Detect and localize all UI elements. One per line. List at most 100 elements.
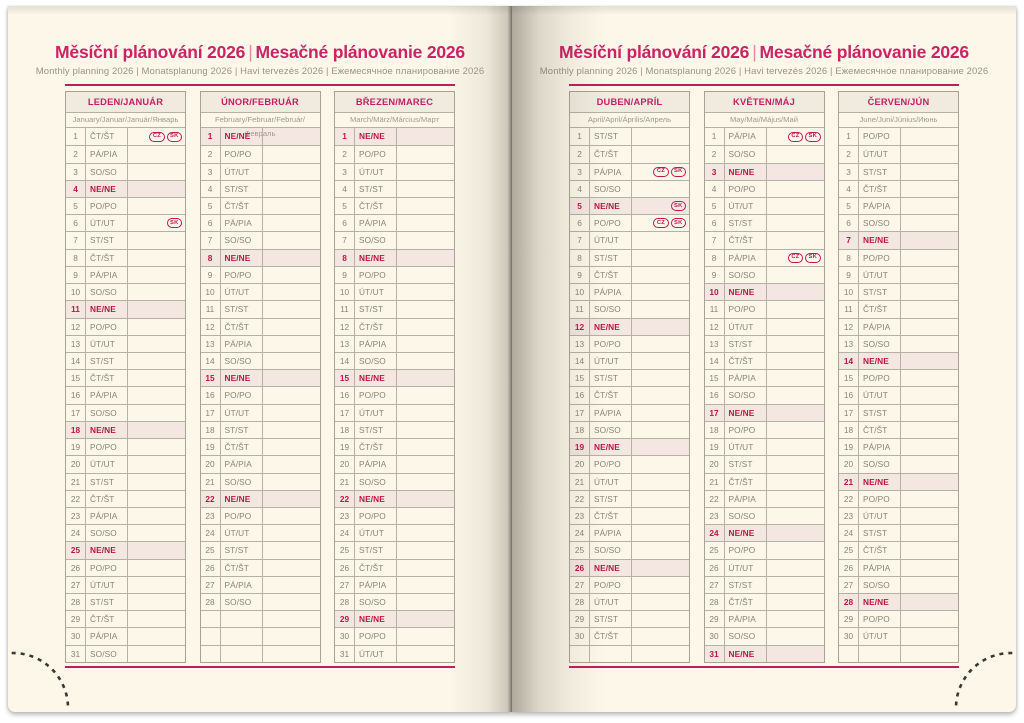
day-number	[570, 645, 590, 662]
day-row: 9 PO/PO	[335, 265, 454, 284]
day-number: 9	[839, 266, 859, 284]
day-abbrev: ST/ST	[725, 576, 767, 594]
day-number: 10	[705, 284, 725, 301]
day-row: 23 PÁ/PIA	[66, 506, 185, 525]
notes-cell	[632, 577, 689, 593]
day-abbrev: ČT/ŠT	[221, 559, 263, 576]
day-abbrev: ST/ST	[221, 180, 263, 197]
notes-cell	[128, 198, 185, 214]
day-number: 29	[839, 611, 859, 628]
day-row: 22 ČT/ŠT	[66, 489, 185, 507]
day-number: 1	[570, 128, 590, 146]
notes-cell	[397, 611, 454, 627]
day-row: 9 PO/PO	[200, 265, 320, 284]
notes-cell	[632, 250, 689, 266]
day-abbrev: PÁ/PIA	[221, 215, 263, 232]
day-number: 4	[201, 180, 221, 197]
month-name: DUBEN/APRÍL	[570, 92, 689, 114]
day-row: 12 PO/PO	[66, 317, 185, 335]
notes-cell	[128, 250, 185, 266]
day-row: 21 NE/NE	[839, 472, 958, 490]
notes-cell	[263, 181, 320, 197]
day-number: 6	[839, 215, 859, 232]
notes-cell	[397, 439, 454, 455]
day-row: 1 PÁ/PIA CZ SK	[705, 128, 824, 146]
day-abbrev: PÁ/PIA	[590, 525, 632, 542]
notes-cell	[263, 594, 320, 610]
day-number: 11	[201, 301, 221, 318]
notes-cell	[767, 215, 824, 231]
day-row: 26 ČT/ŠT	[200, 558, 320, 576]
day-number: 10	[201, 284, 221, 301]
day-abbrev: SO/SO	[355, 352, 397, 370]
day-number: 21	[335, 473, 355, 490]
day-abbrev: SO/SO	[355, 232, 397, 249]
day-row: 14 ÚT/UT	[570, 351, 689, 370]
day-number: 20	[839, 456, 859, 473]
day-abbrev: PÁ/PIA	[859, 198, 901, 215]
notes-cell	[263, 628, 320, 644]
day-abbrev: PÁ/PIA	[725, 611, 767, 628]
day-row: 19 ÚT/UT	[704, 438, 824, 456]
day-number: 14	[705, 352, 725, 370]
day-number: 6	[66, 215, 86, 232]
day-number: 27	[201, 576, 221, 594]
day-row: 6 PO/PO CZ SK	[570, 214, 689, 232]
notes-cell	[128, 353, 185, 369]
day-row: 30 ČT/ŠT	[570, 627, 689, 645]
notes-cell	[632, 611, 689, 627]
day-abbrev: ST/ST	[590, 490, 632, 507]
day-row: 9 ÚT/UT	[839, 265, 958, 284]
notes-cell	[263, 319, 320, 335]
notes-cell	[767, 577, 824, 593]
day-abbrev: PO/PO	[859, 611, 901, 628]
day-row: 15 PO/PO	[839, 369, 958, 387]
day-number: 1	[705, 128, 725, 146]
notes-cell	[263, 646, 320, 662]
month-name: ČERVEN/JÚN	[839, 92, 958, 114]
notes-cell	[397, 181, 454, 197]
day-number: 10	[839, 284, 859, 301]
day-abbrev: NE/NE	[725, 525, 767, 542]
day-number: 31	[66, 645, 86, 662]
notes-cell	[632, 525, 689, 541]
day-row: 23 PO/PO	[200, 506, 320, 525]
title-czech: Měsíční plánování 2026	[559, 42, 750, 62]
day-number: 25	[201, 542, 221, 559]
notes-cell	[901, 611, 958, 627]
day-number: 23	[335, 507, 355, 525]
day-row: 29 NE/NE	[335, 610, 454, 628]
day-row: 11 ST/ST	[200, 300, 320, 318]
day-number: 19	[201, 439, 221, 456]
day-abbrev: PÁ/PIA	[725, 370, 767, 387]
day-row: 16 PÁ/PIA	[66, 386, 185, 404]
title-slovak: Mesačné plánovanie 2026	[255, 42, 466, 62]
day-number: 17	[839, 404, 859, 421]
day-number: 7	[335, 232, 355, 249]
notes-cell	[901, 164, 958, 180]
day-row: 23 ÚT/UT	[839, 506, 958, 525]
notes-cell	[767, 628, 824, 644]
day-number: 21	[839, 473, 859, 490]
day-abbrev: NE/NE	[859, 232, 901, 249]
day-number: 24	[201, 525, 221, 542]
day-row: 8 NE/NE	[335, 248, 454, 266]
day-number: 3	[839, 163, 859, 180]
notes-cell: CZ SK	[767, 128, 824, 145]
day-number: 22	[705, 490, 725, 507]
day-abbrev: SO/SO	[86, 645, 128, 662]
day-number: 14	[66, 352, 86, 370]
notes-cell	[901, 628, 958, 644]
day-row: 12 ČT/ŠT	[335, 317, 454, 335]
day-row: 27 PÁ/PIA	[200, 575, 320, 594]
footer-rule	[569, 665, 959, 668]
day-number: 26	[570, 559, 590, 576]
notes-cell	[128, 542, 185, 558]
day-abbrev: ST/ST	[859, 163, 901, 180]
notes-cell	[128, 439, 185, 455]
day-number: 29	[335, 611, 355, 628]
day-abbrev: PÁ/PIA	[355, 456, 397, 473]
notes-cell	[128, 456, 185, 472]
day-row: 3 PÁ/PIA CZ SK	[570, 162, 689, 180]
day-row: 28 SO/SO	[200, 593, 320, 611]
